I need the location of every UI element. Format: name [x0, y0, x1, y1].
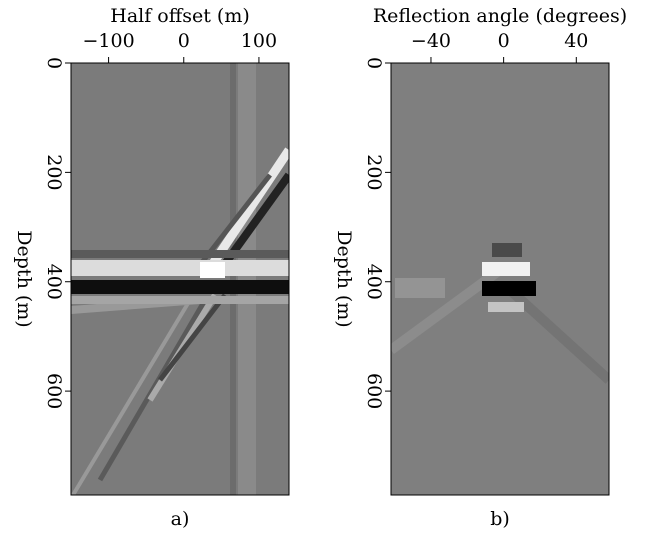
y-axis-label: Depth (m) [333, 230, 355, 327]
y-tick-label: 200 [43, 154, 65, 190]
x-tick-label: −100 [82, 30, 134, 52]
x-tick-label: 100 [241, 30, 277, 52]
y-tick-label: 600 [363, 373, 385, 409]
frame [70, 62, 290, 496]
caption: a) [171, 508, 190, 530]
y-tick-label: 0 [363, 57, 385, 69]
x-tick-label: 40 [564, 30, 588, 52]
x-axis-label: Reflection angle (degrees) [373, 5, 627, 27]
y-tick-label: 0 [43, 57, 65, 69]
x-axis-label: Half offset (m) [110, 5, 250, 27]
frame [390, 62, 610, 496]
y-tick-label: 600 [43, 373, 65, 409]
y-axis-label: Depth (m) [13, 230, 35, 327]
image-a [71, 63, 289, 495]
x-tick-label: 0 [178, 30, 190, 52]
caption: b) [490, 508, 510, 530]
x-tick-label: 0 [498, 30, 510, 52]
y-tick-label: 200 [363, 154, 385, 190]
image-b [391, 63, 609, 495]
y-tick-label: 400 [43, 264, 65, 300]
x-tick-label: −40 [411, 30, 451, 52]
y-tick-label: 400 [363, 264, 385, 300]
